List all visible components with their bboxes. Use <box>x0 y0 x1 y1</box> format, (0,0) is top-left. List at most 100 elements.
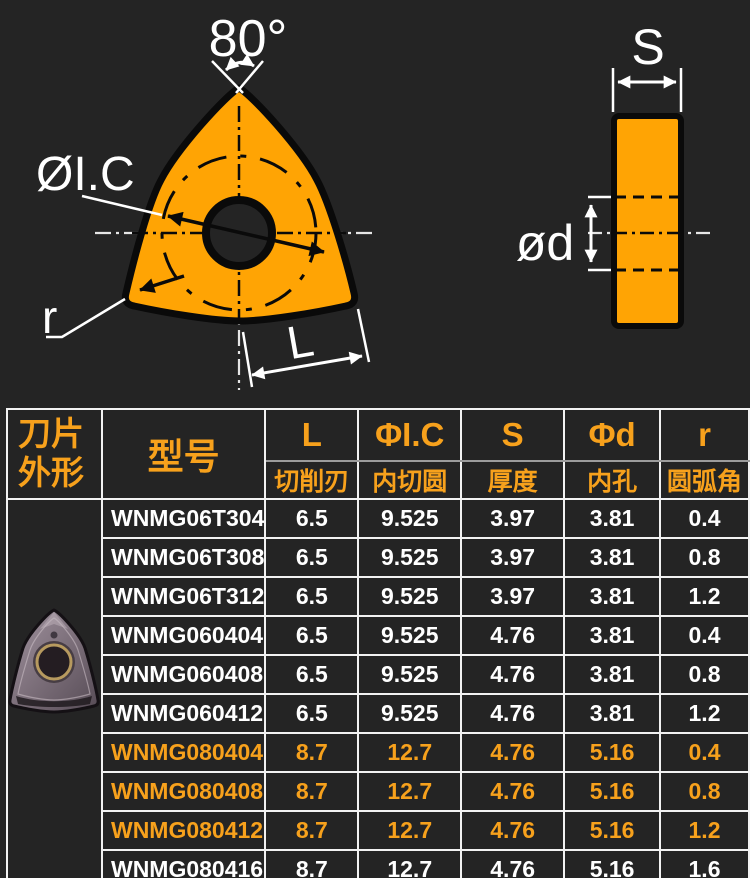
length-label: L <box>283 313 317 369</box>
spec-cell-d: 3.81 <box>563 498 662 539</box>
spec-cell-ic: 12.7 <box>357 810 463 851</box>
spec-cell-r: 0.8 <box>659 654 750 695</box>
table-row: WNMG060412 6.5 9.525 4.76 3.81 1.2 <box>7 693 750 734</box>
spec-cell-s: 4.76 <box>460 849 566 878</box>
spec-cell-s: 4.76 <box>460 693 566 734</box>
col-subheader-l: 切削刃 <box>264 460 360 500</box>
insert-photo-cell <box>6 498 103 878</box>
insert-photo <box>8 608 101 714</box>
model-cell: WNMG080408 <box>100 771 267 812</box>
table-row: WNMG080412 8.7 12.7 4.76 5.16 1.2 <box>7 810 750 851</box>
technical-drawing: 80° ØI.C r L <box>36 10 712 390</box>
angle-annotation: 80° <box>209 10 288 94</box>
model-cell: WNMG06T312 <box>100 576 267 617</box>
insert-side-view <box>611 113 684 329</box>
spec-cell-l: 6.5 <box>264 498 360 539</box>
spec-cell-l: 6.5 <box>264 537 360 578</box>
col-header-model: 型号 <box>100 408 267 500</box>
spec-cell-d: 3.81 <box>563 693 662 734</box>
spec-cell-s: 4.76 <box>460 654 566 695</box>
spec-cell-d: 3.81 <box>563 654 662 695</box>
table-row: WNMG06T308 6.5 9.525 3.97 3.81 0.8 <box>7 537 750 578</box>
spec-cell-l: 8.7 <box>264 810 360 851</box>
table-row: WNMG060404 6.5 9.525 4.76 3.81 0.4 <box>7 615 750 656</box>
col-header-l: L <box>264 408 360 462</box>
spec-cell-ic: 12.7 <box>357 849 463 878</box>
spec-cell-d: 5.16 <box>563 810 662 851</box>
radius-label: r <box>42 291 57 343</box>
spec-cell-d: 3.81 <box>563 537 662 578</box>
shape-header-line2: 外形 <box>18 454 84 491</box>
hole-annotation: ød <box>516 195 611 272</box>
spec-cell-s: 3.97 <box>460 498 566 539</box>
table-row: WNMG080416 8.7 12.7 4.76 5.16 1.6 <box>7 849 750 878</box>
spec-cell-r: 0.8 <box>659 771 750 812</box>
table-row: WNMG080404 8.7 12.7 4.76 5.16 0.4 <box>7 732 750 773</box>
spec-cell-d: 5.16 <box>563 849 662 878</box>
radius-annotation: r <box>42 274 185 343</box>
ic-annotation: ØI.C <box>36 148 325 257</box>
angle-label: 80° <box>209 10 288 68</box>
spec-cell-r: 1.2 <box>659 576 750 617</box>
insert-side-outline <box>611 113 684 329</box>
model-cell: WNMG060412 <box>100 693 267 734</box>
col-header-s: S <box>460 408 566 462</box>
table-row: WNMG06T304 6.5 9.525 3.97 3.81 0.4 <box>6 498 750 878</box>
spec-cell-r: 1.2 <box>659 693 750 734</box>
spec-cell-l: 8.7 <box>264 849 360 878</box>
model-cell: WNMG060404 <box>100 615 267 656</box>
col-header-ic: ΦI.C <box>357 408 463 462</box>
model-cell: WNMG080412 <box>100 810 267 851</box>
spec-cell-d: 5.16 <box>563 771 662 812</box>
spec-cell-s: 4.76 <box>460 732 566 773</box>
spec-cell-l: 6.5 <box>264 693 360 734</box>
spec-cell-ic: 9.525 <box>357 537 463 578</box>
spec-cell-d: 3.81 <box>563 576 662 617</box>
spec-cell-r: 0.8 <box>659 537 750 578</box>
table-row: WNMG080408 8.7 12.7 4.76 5.16 0.8 <box>7 771 750 812</box>
col-header-shape: 刀片 外形 <box>6 408 103 500</box>
table-row: WNMG06T312 6.5 9.525 3.97 3.81 1.2 <box>7 576 750 617</box>
spec-cell-l: 8.7 <box>264 732 360 773</box>
spec-cell-ic: 12.7 <box>357 771 463 812</box>
spec-cell-d: 3.81 <box>563 615 662 656</box>
spec-cell-s: 4.76 <box>460 771 566 812</box>
spec-cell-ic: 9.525 <box>357 654 463 695</box>
model-cell: WNMG080404 <box>100 732 267 773</box>
spec-cell-l: 6.5 <box>264 615 360 656</box>
spec-cell-l: 8.7 <box>264 771 360 812</box>
spec-table: 刀片 外形 型号 L ΦI.C S Φd r 切削刃 内切圆 厚度 内孔 圆弧角 <box>6 408 750 878</box>
spec-cell-r: 0.4 <box>659 615 750 656</box>
spec-cell-l: 6.5 <box>264 576 360 617</box>
spec-cell-s: 4.76 <box>460 810 566 851</box>
spec-cell-d: 5.16 <box>563 732 662 773</box>
spec-cell-s: 4.76 <box>460 615 566 656</box>
spec-cell-ic: 9.525 <box>357 615 463 656</box>
model-cell: WNMG06T308 <box>100 537 267 578</box>
col-header-d: Φd <box>563 408 662 462</box>
thickness-label: S <box>631 19 664 75</box>
thickness-annotation: S <box>611 19 683 112</box>
col-header-r: r <box>659 408 750 462</box>
spec-cell-ic: 9.525 <box>357 576 463 617</box>
col-subheader-ic: 内切圆 <box>357 460 463 500</box>
shape-header-line1: 刀片 <box>18 415 84 453</box>
model-cell: WNMG060408 <box>100 654 267 695</box>
spec-cell-r: 0.4 <box>659 498 750 539</box>
table-row: WNMG060408 6.5 9.525 4.76 3.81 0.8 <box>7 654 750 695</box>
col-subheader-s: 厚度 <box>460 460 566 500</box>
ic-label: ØI.C <box>36 148 135 201</box>
spec-cell-ic: 12.7 <box>357 732 463 773</box>
model-cell: WNMG080416 <box>100 849 267 878</box>
spec-cell-s: 3.97 <box>460 537 566 578</box>
col-subheader-r: 圆弧角 <box>659 460 750 500</box>
col-subheader-d: 内孔 <box>563 460 662 500</box>
spec-cell-r: 0.4 <box>659 732 750 773</box>
spec-cell-s: 3.97 <box>460 576 566 617</box>
spec-cell-ic: 9.525 <box>357 693 463 734</box>
spec-cell-r: 1.2 <box>659 810 750 851</box>
spec-cell-l: 6.5 <box>264 654 360 695</box>
hole-label: ød <box>516 215 574 271</box>
model-cell: WNMG06T304 <box>100 498 267 539</box>
